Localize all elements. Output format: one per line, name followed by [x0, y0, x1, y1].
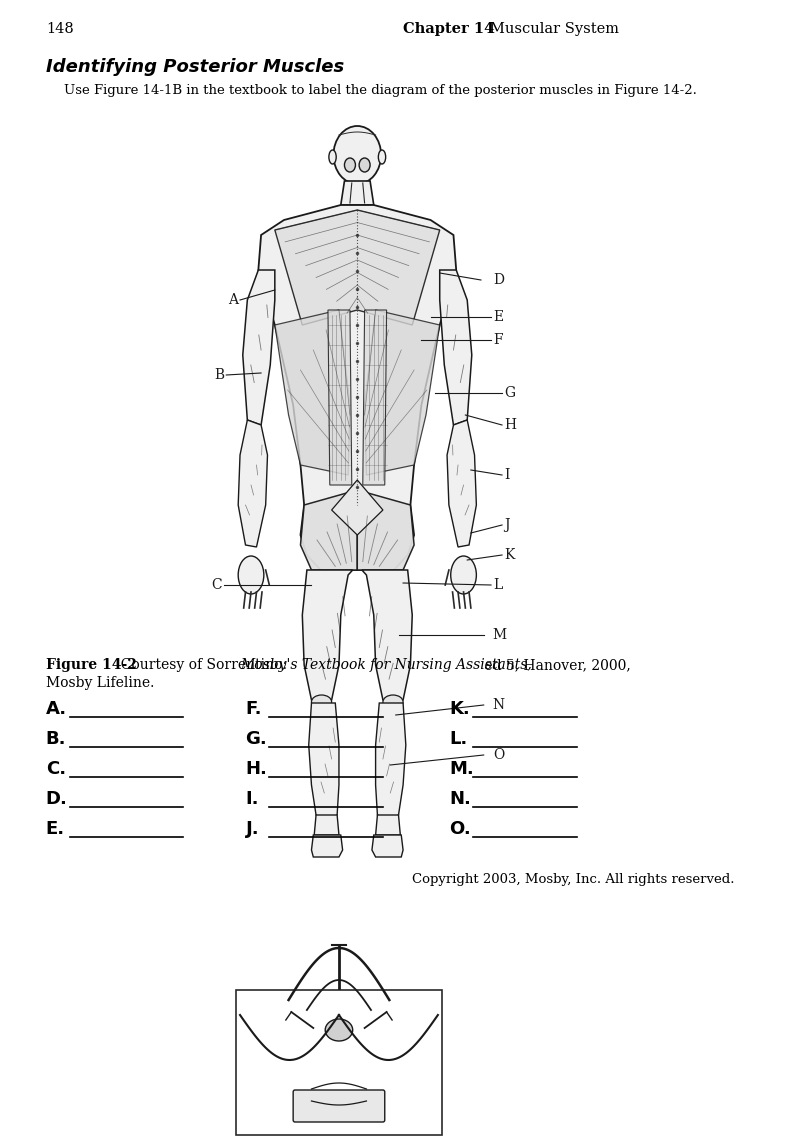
Ellipse shape: [326, 1019, 353, 1041]
Text: H.: H.: [246, 760, 267, 778]
Polygon shape: [447, 420, 476, 546]
Text: Mosby Lifeline.: Mosby Lifeline.: [46, 676, 154, 690]
Text: B.: B.: [46, 730, 66, 748]
Polygon shape: [275, 210, 440, 325]
Polygon shape: [341, 181, 374, 205]
Text: K.: K.: [449, 700, 470, 718]
Text: L: L: [493, 577, 502, 592]
Text: J.: J.: [246, 820, 259, 838]
Polygon shape: [365, 310, 440, 475]
Text: I: I: [504, 468, 510, 482]
Polygon shape: [358, 490, 414, 571]
Text: O.: O.: [449, 820, 470, 838]
Text: H: H: [504, 418, 516, 432]
Text: E.: E.: [46, 820, 65, 838]
Ellipse shape: [450, 556, 476, 594]
Text: ed 5, Hanover, 2000,: ed 5, Hanover, 2000,: [480, 658, 630, 672]
Text: M: M: [493, 628, 507, 642]
Text: Identifying Posterior Muscles: Identifying Posterior Muscles: [46, 59, 344, 76]
Ellipse shape: [378, 150, 386, 164]
Text: Mosby's Textbook for Nursing Assistants,: Mosby's Textbook for Nursing Assistants,: [240, 658, 532, 672]
Polygon shape: [440, 270, 472, 425]
Text: Courtesy of Sorrentino:: Courtesy of Sorrentino:: [112, 658, 291, 672]
Polygon shape: [375, 815, 400, 835]
Text: A: A: [228, 293, 238, 307]
Polygon shape: [301, 490, 358, 571]
Polygon shape: [328, 310, 352, 484]
Text: L.: L.: [449, 730, 467, 748]
Text: D.: D.: [46, 790, 68, 808]
Text: C: C: [211, 577, 222, 592]
Text: G.: G.: [246, 730, 267, 748]
Text: N: N: [493, 698, 505, 712]
Text: K: K: [504, 548, 514, 563]
Ellipse shape: [345, 158, 355, 172]
Text: B: B: [214, 369, 225, 382]
Ellipse shape: [334, 126, 381, 184]
Polygon shape: [238, 420, 267, 546]
Polygon shape: [309, 703, 339, 820]
Text: F.: F.: [246, 700, 262, 718]
Text: C.: C.: [46, 760, 66, 778]
Polygon shape: [275, 310, 350, 475]
Ellipse shape: [383, 695, 403, 709]
Ellipse shape: [311, 695, 332, 709]
Text: O: O: [493, 748, 504, 762]
FancyBboxPatch shape: [293, 1089, 385, 1122]
Polygon shape: [332, 480, 383, 535]
Text: Chapter 14: Chapter 14: [403, 22, 494, 36]
Text: 148: 148: [46, 22, 74, 36]
Text: Figure 14-2: Figure 14-2: [46, 658, 137, 672]
Text: I.: I.: [246, 790, 259, 808]
Ellipse shape: [329, 150, 336, 164]
Ellipse shape: [359, 158, 370, 172]
Text: J: J: [504, 518, 510, 532]
Polygon shape: [302, 571, 353, 703]
Ellipse shape: [238, 556, 264, 594]
Polygon shape: [372, 835, 403, 858]
Text: G: G: [504, 386, 515, 400]
Text: E: E: [493, 310, 503, 324]
Text: M.: M.: [449, 760, 474, 778]
Text: F: F: [493, 333, 502, 347]
Polygon shape: [375, 703, 406, 820]
Text: Copyright 2003, Mosby, Inc. All rights reserved.: Copyright 2003, Mosby, Inc. All rights r…: [412, 872, 734, 886]
Polygon shape: [314, 815, 339, 835]
Polygon shape: [311, 835, 342, 858]
Text: Use Figure 14-1B in the textbook to label the diagram of the posterior muscles i: Use Figure 14-1B in the textbook to labe…: [64, 84, 697, 96]
Text: Muscular System: Muscular System: [490, 22, 619, 36]
Text: N.: N.: [449, 790, 470, 808]
Polygon shape: [362, 571, 412, 703]
Polygon shape: [362, 310, 386, 484]
Polygon shape: [258, 205, 456, 571]
Text: D: D: [493, 273, 504, 287]
Polygon shape: [242, 270, 275, 425]
Text: A.: A.: [46, 700, 67, 718]
